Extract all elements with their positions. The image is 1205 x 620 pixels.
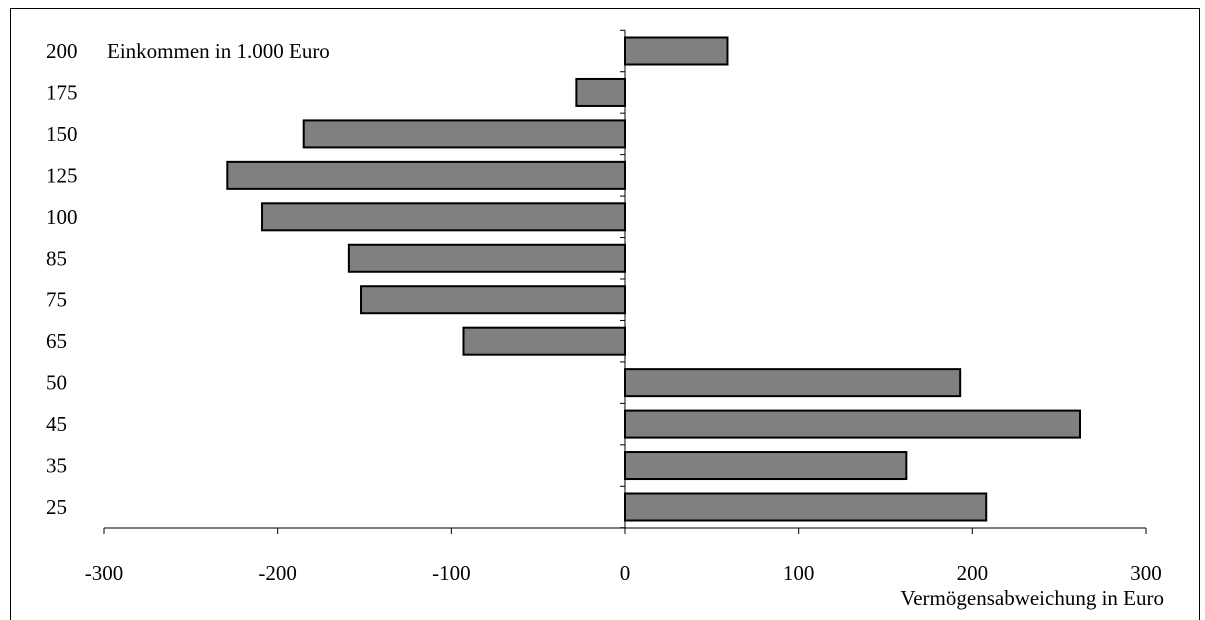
x-tick-label: 300 [1130,561,1162,585]
bar-25 [624,492,988,522]
x-tick-label: 100 [783,561,815,585]
bar-150 [302,119,626,149]
category-label-175: 175 [46,80,78,104]
x-tick-label: 0 [620,561,631,585]
category-label-125: 125 [46,163,78,187]
x-tick-labels-group: -300 -200 -100 0 100 200 300 [85,561,1162,585]
category-label-50: 50 [46,371,67,395]
chart-frame [10,8,1200,620]
bar-65 [462,326,626,356]
bar-175 [575,77,627,107]
category-label-75: 75 [46,288,67,312]
category-label-85: 85 [46,246,67,270]
x-tick-label: 200 [957,561,989,585]
category-label-45: 45 [46,412,67,436]
category-label-65: 65 [46,329,67,353]
category-label-25: 25 [46,495,67,519]
bar-125 [226,160,626,190]
category-label-150: 150 [46,122,78,146]
bar-100 [261,202,626,232]
category-label-35: 35 [46,454,67,478]
bars-group [226,36,1082,522]
x-tick-label: -200 [258,561,297,585]
x-axis-title: Vermögensabweichung in Euro [900,586,1164,610]
bar-200 [624,36,729,66]
bar-85 [347,243,626,273]
bar-75 [360,285,626,315]
bar-50 [624,368,962,398]
y-axis-title: Einkommen in 1.000 Euro [107,39,330,63]
category-label-100: 100 [46,205,78,229]
category-label-200: 200 [46,39,78,63]
bar-35 [624,451,908,481]
x-tick-label: -300 [85,561,124,585]
x-tick-label: -100 [432,561,471,585]
bar-45 [624,409,1082,439]
category-labels-group: 25 35 45 50 65 75 85 100 125 150 175 200 [46,39,78,519]
axes-group [103,29,1147,534]
